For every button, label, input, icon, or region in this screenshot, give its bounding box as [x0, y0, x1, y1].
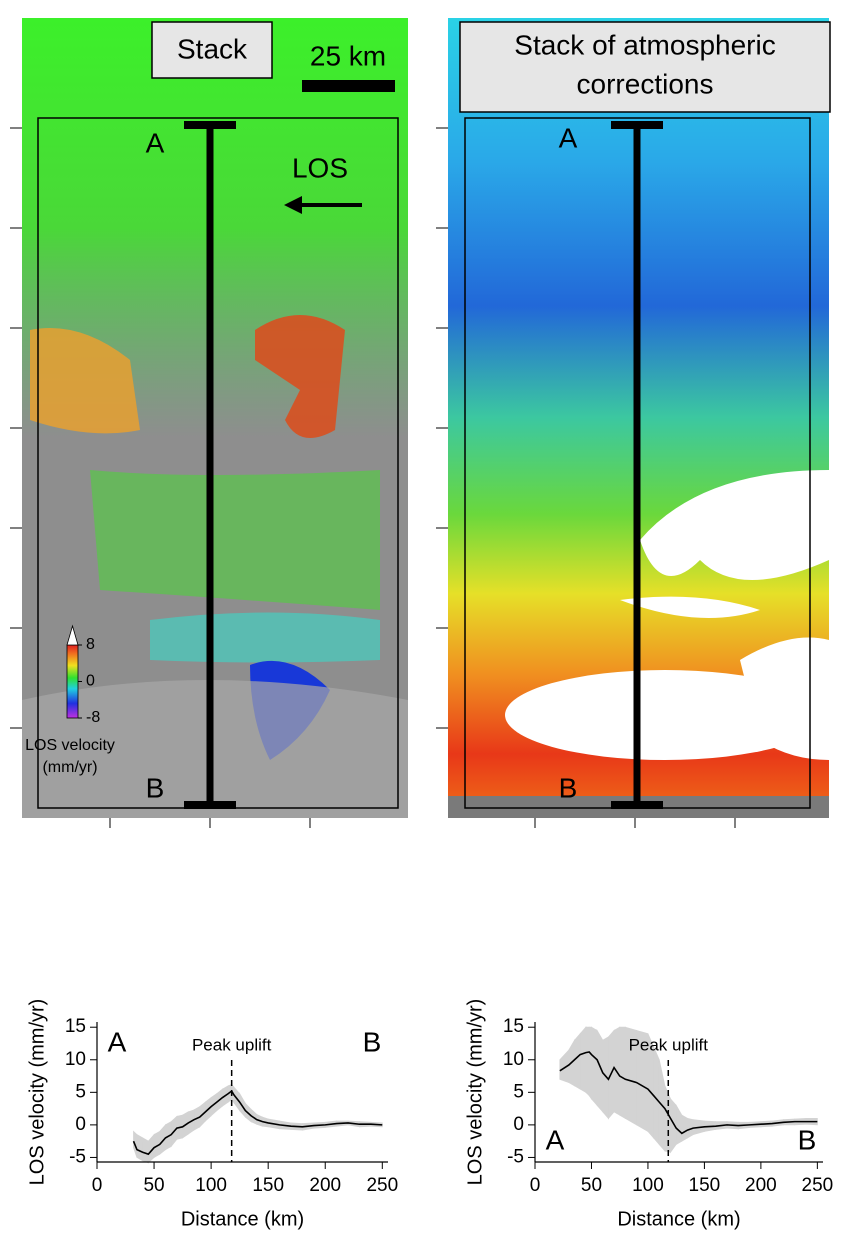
map-white-area	[505, 670, 825, 760]
title-box	[459, 21, 831, 113]
map-cyan-patch	[150, 612, 380, 663]
map-ticks	[10, 127, 311, 828]
x-tick-label: 250	[802, 1175, 834, 1196]
map-ticks	[436, 127, 736, 828]
error-band	[142, 1137, 149, 1164]
map-title: Stack of atmospheric	[514, 29, 775, 60]
colorbar-overflow	[66, 624, 79, 646]
map-orange-patch	[30, 328, 140, 434]
profile-cap	[184, 801, 236, 809]
map-title: corrections	[577, 68, 714, 99]
map-white-area	[640, 470, 829, 580]
x-tick-label: 50	[143, 1175, 164, 1196]
error-band	[574, 1032, 581, 1090]
line-chart: Peak uplift 0 50 100 150 200 250 -5 0 5 10 15 Distan…	[26, 999, 398, 1231]
x-axis-label: Distance (km)	[181, 1208, 304, 1230]
profile-cap	[611, 121, 663, 129]
y-axis-label: LOS velocity (mm/yr)	[26, 999, 48, 1186]
error-band	[619, 1026, 626, 1120]
x-tick-label: 0	[530, 1175, 541, 1196]
x-tick-label: 250	[366, 1175, 398, 1196]
los-label: LOS	[292, 152, 348, 183]
error-band	[136, 1133, 144, 1162]
profile-start-label: A	[546, 1124, 565, 1155]
colorbar-tick-label: -8	[86, 709, 100, 726]
x-tick-label: 0	[92, 1175, 103, 1196]
profile-line	[559, 1051, 818, 1135]
profile-line	[132, 1089, 383, 1156]
x-tick-label: 200	[745, 1175, 777, 1196]
y-tick-label: 10	[503, 1049, 524, 1070]
x-tick-label: 100	[195, 1175, 227, 1196]
y-tick-label: 0	[513, 1114, 524, 1135]
y-tick-label: 10	[65, 1049, 86, 1070]
profile-start: A	[146, 127, 165, 158]
line-chart: Peak uplift 0 50 100 150 200 250 -5 0 5 10 15 Distan…	[464, 999, 833, 1231]
map-green-patch	[90, 470, 380, 610]
y-tick-label: -5	[69, 1146, 86, 1167]
profile-cap	[611, 801, 663, 809]
profile-end: B	[146, 772, 165, 803]
colorbar-tick-label: 8	[86, 636, 95, 653]
y-tick-label: 0	[75, 1114, 86, 1135]
scale-bar	[302, 80, 395, 92]
profile-end: B	[559, 772, 578, 803]
profile-start: A	[559, 122, 578, 153]
colorbar-tick-label: 0	[86, 673, 95, 690]
map-white-area	[740, 637, 829, 760]
error-band	[591, 1026, 598, 1107]
error-band	[681, 1114, 688, 1142]
map-atmos: Stack of atmospheric corrections A B	[436, 18, 831, 828]
y-axis-label: LOS velocity (mm/yr)	[464, 999, 486, 1186]
error-band	[579, 1026, 587, 1094]
colorbar	[66, 644, 79, 719]
y-tick-label: 15	[503, 1016, 524, 1037]
map-red-patch	[255, 315, 345, 438]
map-stack: Stack 25 km A B LOS LOS velocity (mm/yr)	[10, 18, 408, 828]
x-tick-label: 50	[581, 1175, 602, 1196]
title-box	[151, 21, 273, 79]
y-tick-label: 5	[75, 1081, 86, 1102]
x-axis-label: Distance (km)	[617, 1208, 740, 1230]
y-tick-label: 5	[513, 1081, 524, 1102]
profile-end-label: B	[798, 1124, 817, 1155]
colorbar-label: (mm/yr)	[42, 759, 97, 776]
profile-end-label: B	[363, 1026, 382, 1057]
los-arrowhead	[284, 196, 302, 214]
profile-cap	[184, 121, 236, 129]
y-tick-label: 15	[65, 1016, 86, 1037]
profile-start-label: A	[108, 1026, 127, 1057]
x-tick-label: 150	[252, 1175, 284, 1196]
map-flat-area	[22, 680, 408, 818]
x-tick-label: 200	[309, 1175, 341, 1196]
peak-label: Peak uplift	[629, 1035, 709, 1054]
error-band	[675, 1103, 683, 1146]
peak-label: Peak uplift	[192, 1035, 272, 1054]
map-white-area	[620, 596, 760, 618]
x-tick-label: 150	[689, 1175, 721, 1196]
scale-label: 25 km	[310, 40, 386, 71]
error-band	[585, 1026, 590, 1097]
y-tick-label: -5	[507, 1146, 524, 1167]
x-tick-label: 100	[632, 1175, 664, 1196]
map-title: Stack	[177, 33, 248, 64]
colorbar-label: LOS velocity	[25, 737, 115, 754]
